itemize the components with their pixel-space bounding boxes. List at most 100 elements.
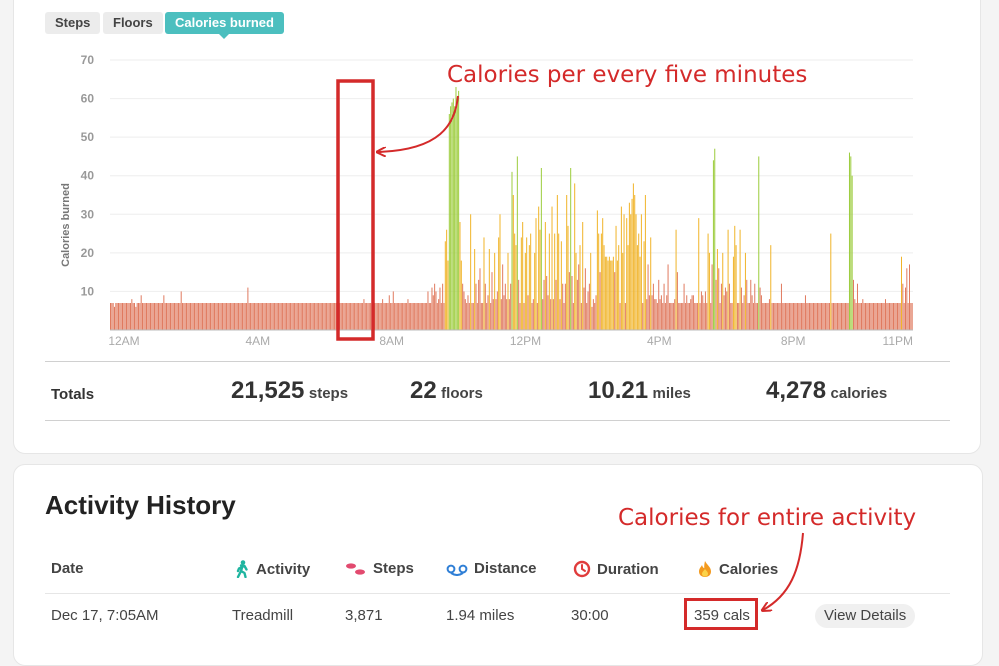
bar: [592, 299, 594, 330]
row-steps: 3,871: [345, 607, 383, 624]
y-axis-label: Calories burned: [60, 183, 72, 267]
bar: [196, 303, 198, 330]
bar: [286, 303, 288, 330]
bar: [138, 303, 140, 330]
bar: [227, 303, 229, 330]
bar: [427, 291, 429, 330]
activity-history-title: Activity History: [45, 490, 236, 520]
bar: [675, 229, 677, 330]
bar: [528, 245, 530, 330]
bar: [294, 303, 296, 330]
bar: [134, 303, 136, 330]
bar: [408, 303, 410, 330]
bar: [816, 303, 818, 330]
bar: [883, 303, 885, 330]
bar: [874, 303, 876, 330]
bar: [887, 303, 889, 330]
bar: [576, 279, 578, 330]
bar: [684, 303, 686, 330]
bar: [687, 303, 689, 330]
bar: [655, 299, 657, 330]
bar: [782, 303, 784, 330]
flame-icon: [699, 561, 711, 577]
bar: [124, 303, 126, 330]
bar: [860, 303, 862, 330]
bar: [538, 206, 540, 330]
calories-chart: 10 20 30 40 50 60 70 Calories burned 12AM 4AM 8AM 1…: [60, 53, 913, 348]
bar: [347, 303, 349, 330]
bar: [398, 303, 400, 330]
bar: [335, 303, 337, 330]
bar: [580, 303, 582, 330]
bar: [306, 303, 308, 330]
bar: [183, 303, 185, 330]
row-calories: 359 cals: [694, 607, 750, 624]
tab-steps[interactable]: Steps: [45, 12, 101, 34]
bar: [832, 303, 834, 330]
bar: [212, 303, 214, 330]
bar: [428, 303, 430, 330]
bar: [378, 303, 380, 330]
bar: [888, 303, 890, 330]
bar: [590, 252, 592, 330]
y-tick-label: 70: [81, 53, 95, 67]
bar: [302, 303, 304, 330]
bar: [135, 306, 137, 330]
bar: [770, 245, 772, 330]
bar: [322, 303, 324, 330]
column-date: Date: [51, 560, 84, 577]
row-activity: Treadmill: [232, 607, 294, 624]
y-tick-label: 50: [81, 130, 95, 144]
bar: [631, 198, 633, 330]
bar: [550, 299, 552, 330]
bar: [332, 303, 334, 330]
bar: [339, 303, 341, 330]
bar: [147, 303, 149, 330]
bar: [307, 303, 309, 330]
calories-highlight-box: [684, 598, 758, 630]
bar: [604, 256, 606, 330]
bar: [175, 303, 177, 330]
bar: [776, 303, 778, 330]
bar: [184, 303, 186, 330]
total-floors: 22 floors: [410, 377, 483, 404]
bar: [362, 303, 364, 330]
bar: [467, 295, 469, 330]
bar: [399, 303, 401, 330]
tab-calories-burned[interactable]: Calories burned: [165, 12, 284, 39]
bar: [208, 303, 210, 330]
total-miles: 10.21 miles: [588, 377, 691, 404]
bar: [640, 214, 642, 330]
bar: [552, 299, 554, 330]
bar: [199, 303, 201, 330]
bar: [300, 303, 302, 330]
bar: [223, 303, 225, 330]
tab-floors[interactable]: Floors: [103, 12, 163, 34]
bar: [894, 303, 896, 330]
bar: [359, 303, 361, 330]
bar: [312, 303, 314, 330]
bar: [574, 183, 576, 330]
bar: [724, 287, 726, 330]
bar: [446, 229, 448, 330]
bar: [472, 303, 474, 330]
bar: [207, 303, 209, 330]
bar: [635, 214, 637, 330]
bar: [344, 303, 346, 330]
bar: [520, 237, 522, 330]
x-tick-label: 4AM: [245, 334, 270, 348]
bar: [859, 303, 861, 330]
bar: [328, 303, 330, 330]
bar: [854, 299, 856, 330]
bar: [232, 303, 234, 330]
bar: [262, 303, 264, 330]
bar: [672, 303, 674, 330]
bar: [722, 252, 724, 330]
totals-label: Totals: [51, 386, 95, 403]
bar: [811, 303, 813, 330]
bar: [228, 303, 230, 330]
view-details-button[interactable]: View Details: [815, 604, 916, 628]
bar: [844, 303, 846, 330]
clock-icon: [573, 560, 591, 578]
bar: [804, 295, 806, 330]
